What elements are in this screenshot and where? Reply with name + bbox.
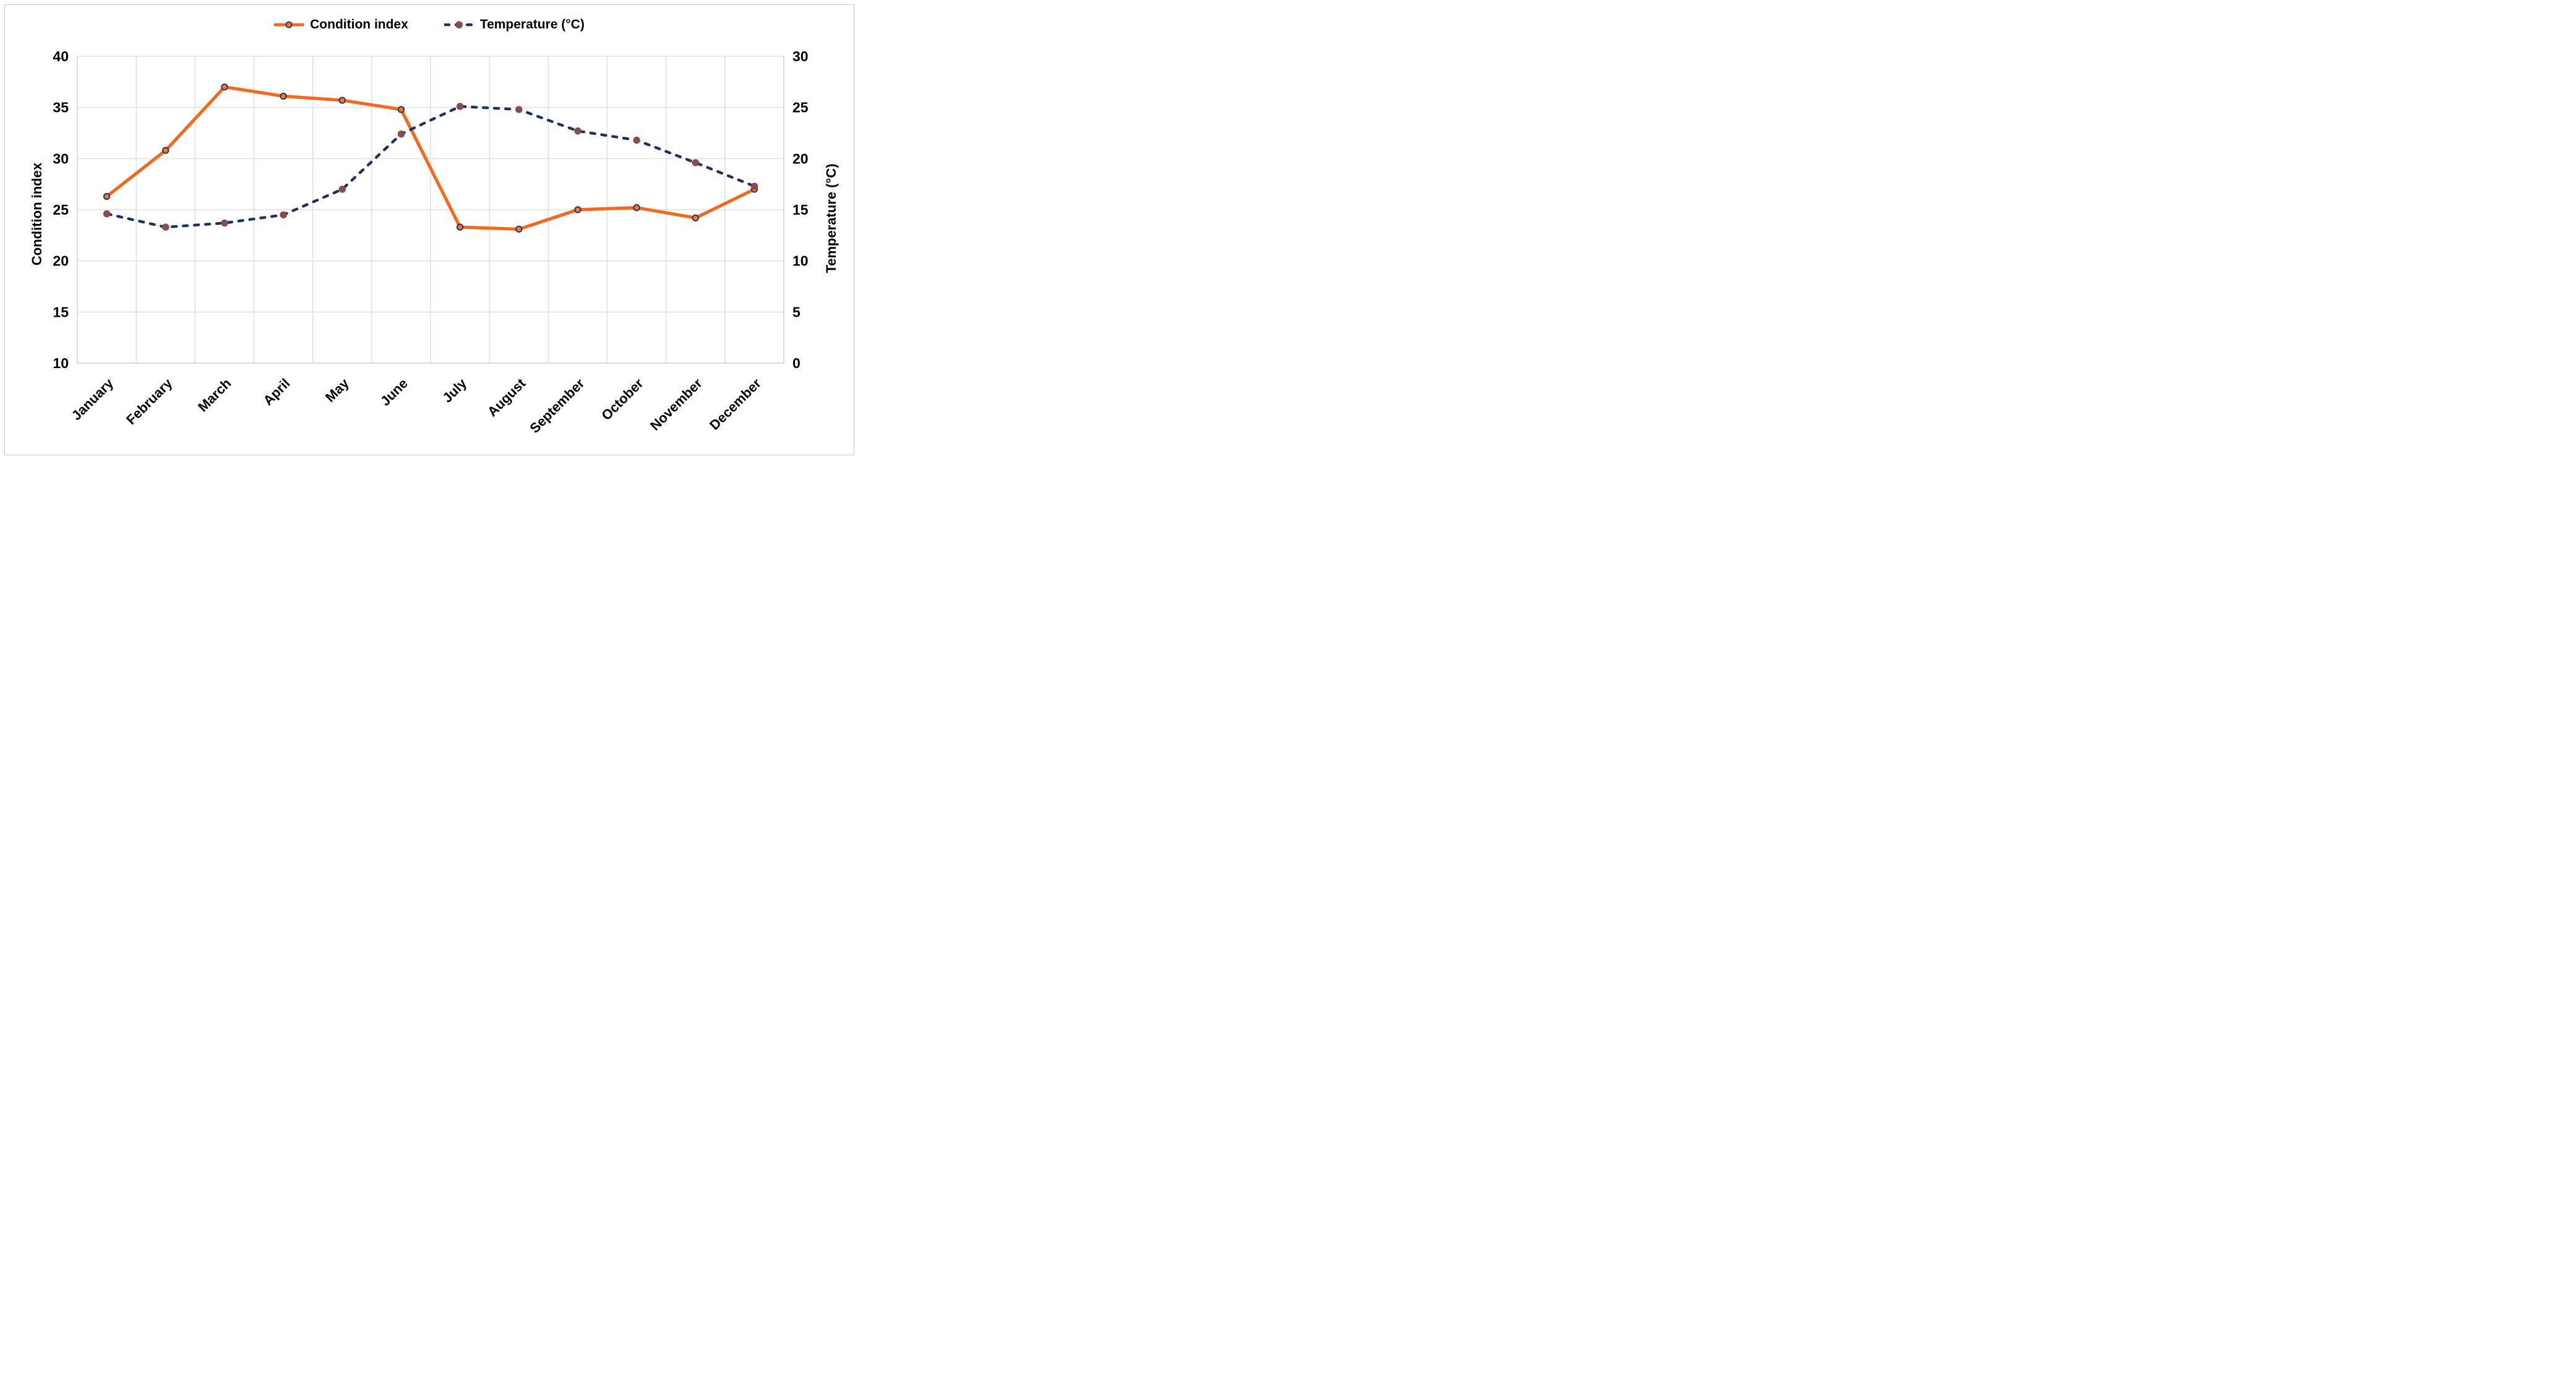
x-axis-tick-label: December xyxy=(706,376,764,433)
data-point-march[interactable] xyxy=(221,83,228,91)
data-point-april[interactable] xyxy=(280,92,287,100)
x-axis-tick-label: April xyxy=(260,376,293,408)
data-point-october[interactable] xyxy=(633,204,640,212)
chart-area[interactable]: Condition index Temperature (°C) 40 35 30 2… xyxy=(4,4,854,455)
data-point-august[interactable] xyxy=(515,225,523,233)
y-axis-tick-label-left: 40 xyxy=(53,48,69,64)
x-axis-tick-label: September xyxy=(526,376,587,436)
condition-index-legend-swatch xyxy=(274,21,304,28)
series-line-condition-index[interactable] xyxy=(105,85,757,231)
legend-item-condition-index[interactable]: Condition index xyxy=(274,17,408,32)
data-point-december[interactable] xyxy=(750,183,758,190)
plot-svg: 40 35 30 25 20 15 10 30 25 20 15 10 5 0 January Februar… xyxy=(53,48,809,436)
data-point-march[interactable] xyxy=(221,219,228,227)
data-point-november[interactable] xyxy=(692,214,699,221)
x-axis-tick-label: March xyxy=(195,376,234,415)
legend-marker-sample xyxy=(455,21,463,28)
data-point-january[interactable] xyxy=(103,192,111,200)
data-point-september[interactable] xyxy=(574,127,582,135)
temperature-legend-swatch xyxy=(444,21,474,28)
data-point-september[interactable] xyxy=(574,206,582,213)
data-point-february[interactable] xyxy=(162,147,170,154)
y-axis-tick-label-left: 20 xyxy=(53,253,69,269)
x-axis-tick-label: July xyxy=(439,375,470,405)
data-point-january[interactable] xyxy=(103,210,111,218)
y-axis-tick-label-left: 25 xyxy=(53,202,69,218)
y-axis-tick-label-left: 15 xyxy=(53,304,69,320)
x-axis-tick-label: November xyxy=(647,376,705,434)
data-point-october[interactable] xyxy=(633,136,640,144)
data-point-july[interactable] xyxy=(456,223,464,231)
y-axis-tick-label-right: 20 xyxy=(792,150,809,166)
y-axis-tick-label-right: 10 xyxy=(792,253,809,269)
series-line-temperature-c[interactable] xyxy=(105,105,756,229)
right-axis-title: Temperature (°C) xyxy=(823,163,839,273)
left-axis-title: Condition index xyxy=(29,162,45,266)
y-axis-tick-label-right: 5 xyxy=(792,304,801,320)
y-axis-tick-label-left: 30 xyxy=(53,150,69,166)
y-axis-tick-label-left: 10 xyxy=(53,355,69,371)
data-point-june[interactable] xyxy=(397,131,405,138)
legend-label: Temperature (°C) xyxy=(479,17,585,32)
y-axis-tick-label-left: 35 xyxy=(53,100,69,116)
x-axis-tick-label: February xyxy=(123,375,176,427)
legend-item-temperature[interactable]: Temperature (°C) xyxy=(444,17,585,32)
x-axis-tick-label: January xyxy=(69,375,117,423)
x-axis-tick-label: August xyxy=(484,375,529,419)
data-point-may[interactable] xyxy=(338,186,346,193)
data-point-june[interactable] xyxy=(397,106,405,113)
data-point-july[interactable] xyxy=(456,103,464,110)
legend-marker-sample xyxy=(285,21,293,28)
data-point-november[interactable] xyxy=(692,159,699,166)
y-axis-tick-label-right: 25 xyxy=(792,100,809,116)
x-axis-tick-label: May xyxy=(322,375,352,405)
data-point-april[interactable] xyxy=(280,211,287,218)
legend-label: Condition index xyxy=(310,17,408,32)
legend: Condition index Temperature (°C) xyxy=(5,17,854,32)
x-axis-tick-label: June xyxy=(377,376,411,409)
data-point-august[interactable] xyxy=(515,106,523,113)
y-axis-tick-label-right: 15 xyxy=(792,202,809,218)
y-axis-tick-label-right: 30 xyxy=(792,48,809,64)
data-point-february[interactable] xyxy=(162,223,170,231)
data-point-may[interactable] xyxy=(338,97,346,104)
y-axis-tick-label-right: 0 xyxy=(792,355,801,371)
x-axis-tick-label: October xyxy=(598,376,646,424)
